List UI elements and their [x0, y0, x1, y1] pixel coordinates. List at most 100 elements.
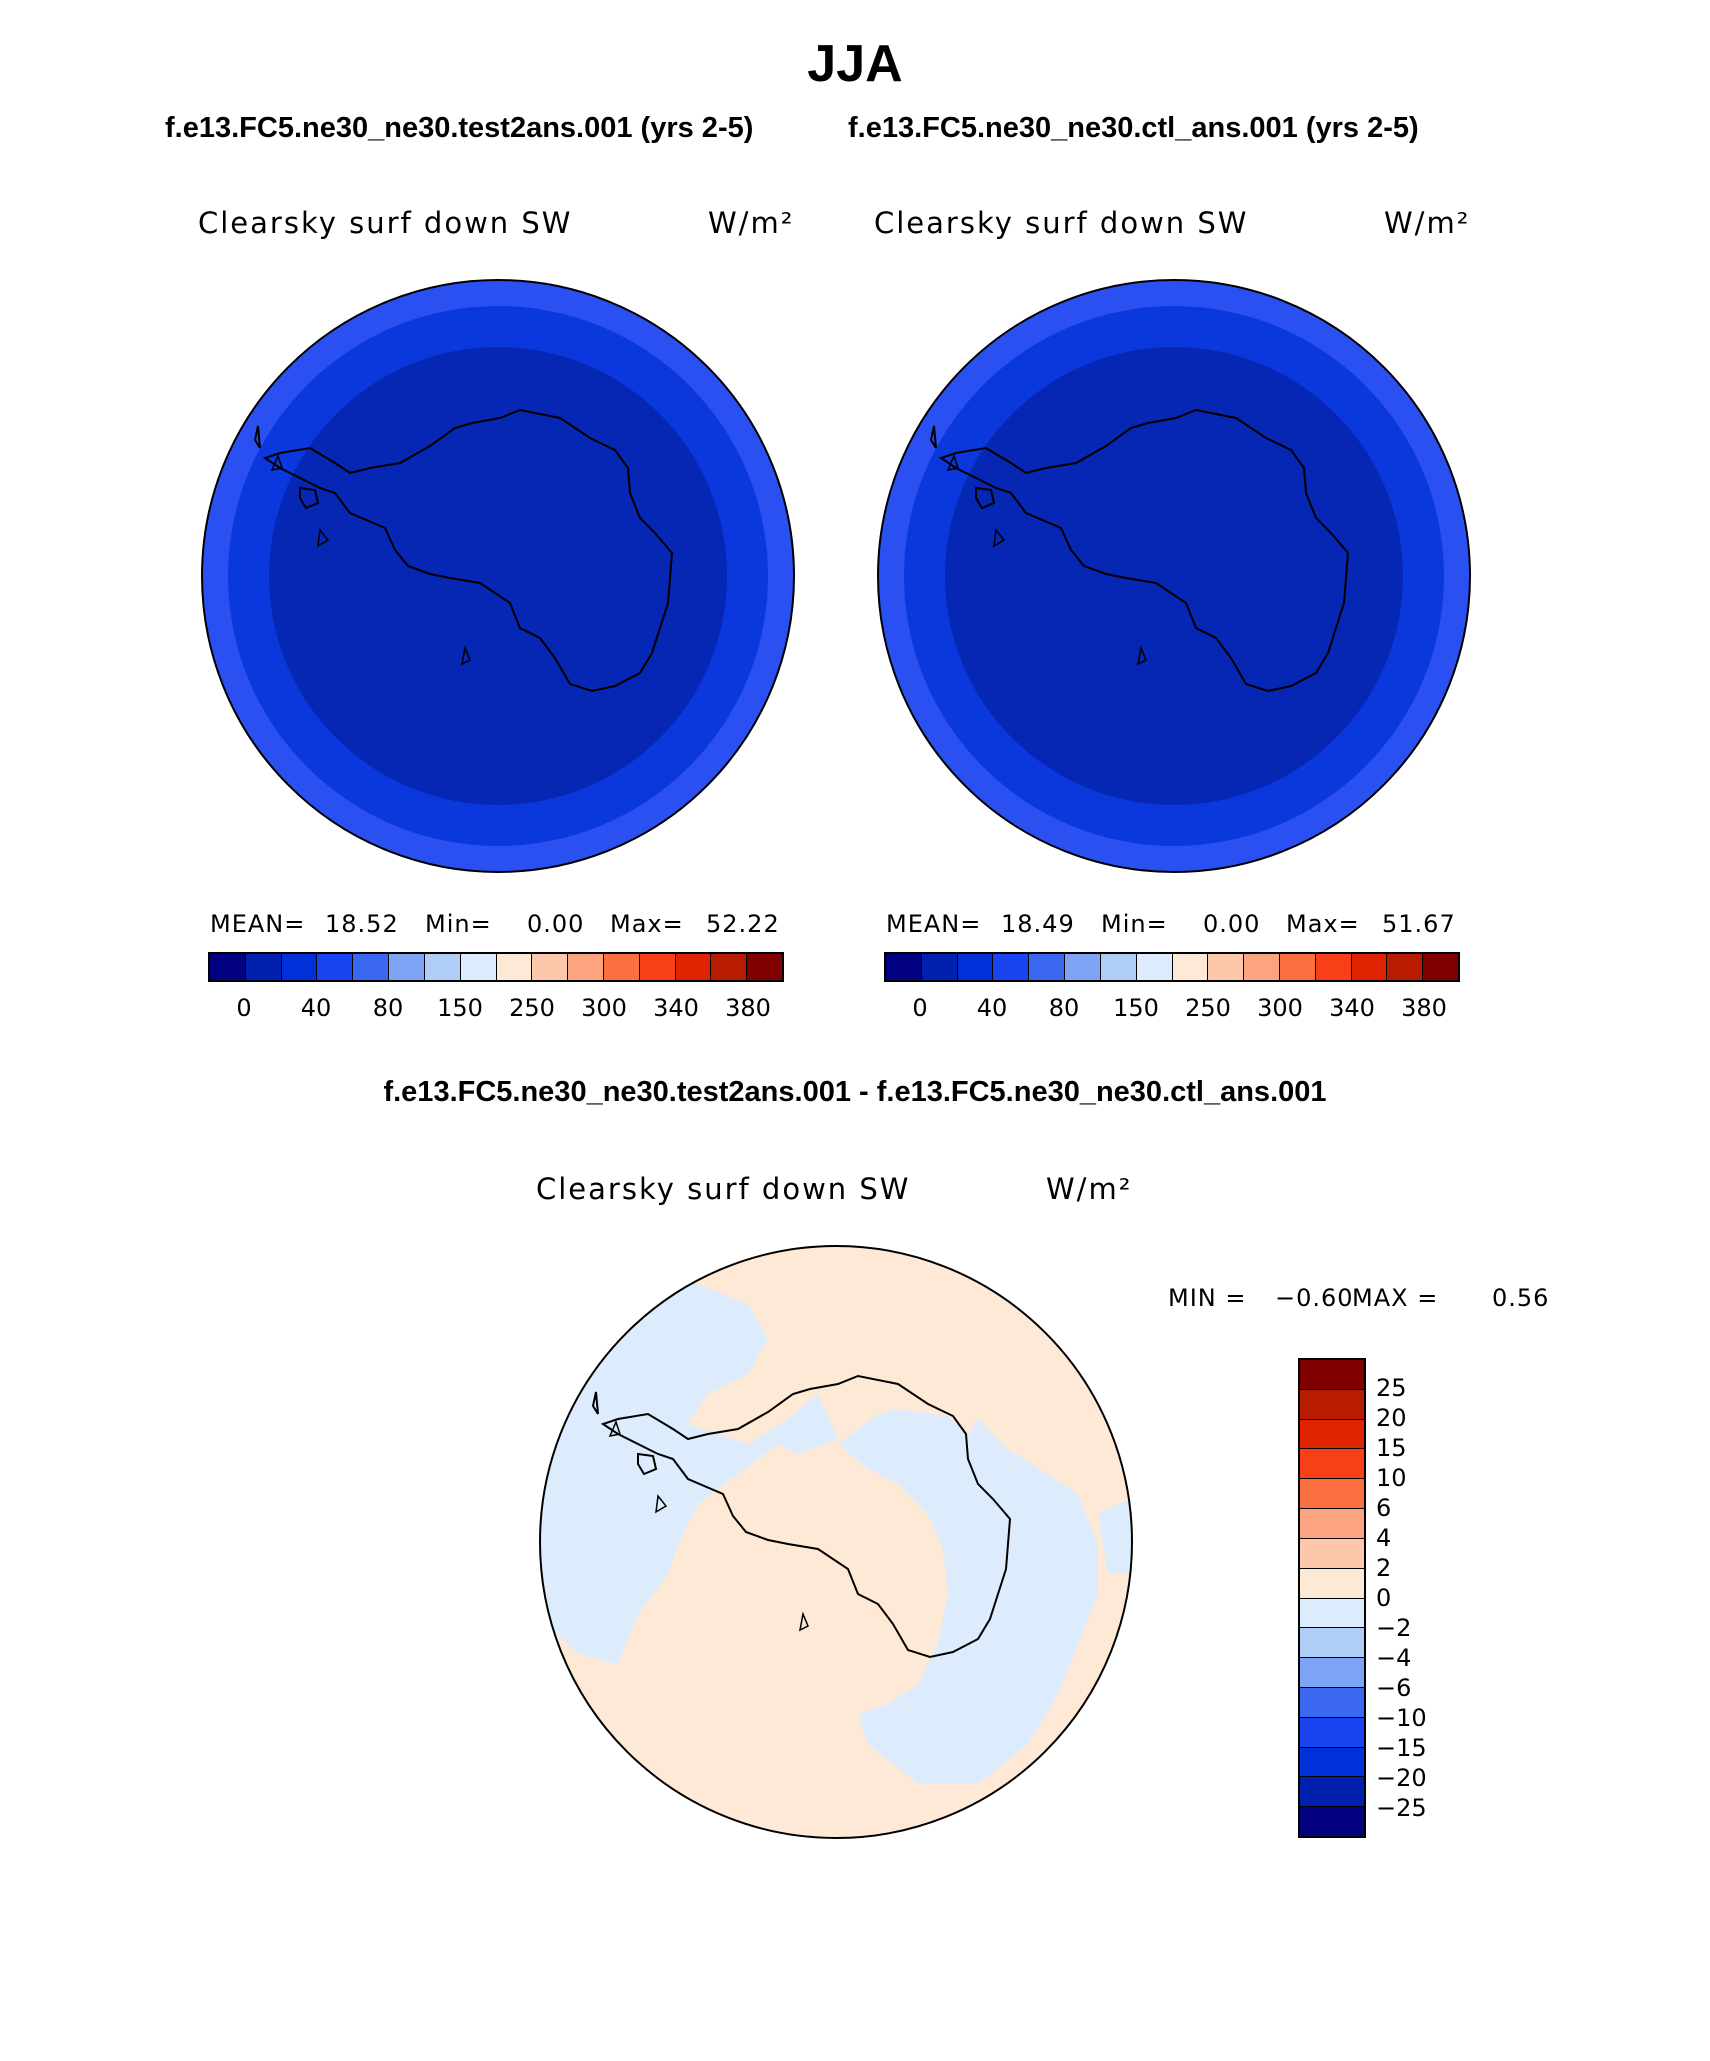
diff-colorbar-swatch: [1300, 1628, 1364, 1659]
test-colorbar-tick-label: 80: [372, 994, 404, 1022]
diff-colorbar-tick-label: −20: [1376, 1764, 1427, 1792]
ctl-colorbar-tick-label: 340: [1329, 994, 1375, 1022]
test-colorbar-swatch: [496, 954, 533, 980]
diff-negative-region-east: [838, 1409, 1098, 1784]
test-colorbar-tick-label: 0: [236, 994, 252, 1022]
test-colorbar-swatch: [711, 954, 748, 980]
diff-colorbar-tick-label: −2: [1376, 1614, 1412, 1642]
ctl-colorbar-swatch: [1136, 954, 1173, 980]
diff-colorbar-swatch: [1300, 1687, 1364, 1718]
test-mean-label: MEAN=: [210, 910, 306, 938]
diff-colorbar-tick-label: −10: [1376, 1704, 1427, 1732]
diff-colorbar-swatch: [1300, 1538, 1364, 1569]
diff-colorbar-swatch: [1300, 1717, 1364, 1748]
page-title: JJA: [807, 35, 903, 93]
diff-units-label: W/m²: [1046, 1172, 1133, 1206]
diff-colorbar-swatch: [1300, 1419, 1364, 1450]
ctl-min-label: Min=: [1101, 910, 1168, 938]
diff-colorbar-swatch: [1300, 1568, 1364, 1599]
diff-colorbar-tick-label: 6: [1376, 1494, 1392, 1522]
diff-colorbar-swatch: [1300, 1360, 1364, 1390]
ctl-field-label: Clearsky surf down SW: [874, 206, 1249, 240]
diff-antarctica-outline: [600, 1374, 1012, 1659]
diff-colorbar-tick-label: −25: [1376, 1794, 1427, 1822]
ctl-colorbar-tick-label: 0: [912, 994, 928, 1022]
test-max-label: Max=: [610, 910, 684, 938]
ctl-colorbar-swatch: [1351, 954, 1388, 980]
test-colorbar-swatch: [317, 954, 354, 980]
diff-colorbar-tick-label: 25: [1376, 1374, 1407, 1402]
diff-colorbar: [1298, 1358, 1366, 1838]
ctl-colorbar-tick-label: 300: [1257, 994, 1303, 1022]
test-polar-map: [201, 279, 795, 873]
test-colorbar-swatch: [568, 954, 604, 980]
ctl-colorbar-swatch: [957, 954, 994, 980]
diff-colorbar-swatch: [1300, 1747, 1364, 1778]
ctl-colorbar-swatch: [1423, 954, 1458, 980]
test-mean-value: 18.52: [325, 910, 399, 938]
ctl-colorbar-tick-label: 80: [1048, 994, 1080, 1022]
test-colorbar-tick-label: 40: [300, 994, 332, 1022]
diff-max-value: 0.56: [1492, 1284, 1550, 1312]
ctl-mean-label: MEAN=: [886, 910, 982, 938]
test-colorbar-tick-label: 380: [725, 994, 771, 1022]
diff-negative-region-southwest: [540, 1704, 608, 1804]
diff-colorbar-tick-label: −15: [1376, 1734, 1427, 1762]
ctl-colorbar-swatch: [1208, 954, 1245, 980]
test-max-value: 52.22: [706, 910, 780, 938]
ctl-colorbar-tick-label: 380: [1401, 994, 1447, 1022]
ctl-colorbar-tick-label: 40: [976, 994, 1008, 1022]
test-colorbar-swatch: [460, 954, 497, 980]
test-colorbar-tick-label: 300: [581, 994, 627, 1022]
ctl-units-label: W/m²: [1384, 206, 1471, 240]
test-antarctica-outline: [262, 408, 674, 693]
diff-max-label: MAX =: [1352, 1284, 1439, 1312]
test-colorbar-swatch: [389, 954, 425, 980]
test-colorbar-swatch: [639, 954, 676, 980]
ctl-colorbar-swatch: [1387, 954, 1424, 980]
ctl-antarctica-outline: [938, 408, 1350, 693]
diff-colorbar-tick-label: 0: [1376, 1584, 1392, 1612]
test-colorbar-tick-label: 250: [509, 994, 555, 1022]
test-colorbar-tick-label: 150: [437, 994, 483, 1022]
diff-field-label: Clearsky surf down SW: [536, 1172, 911, 1206]
ctl-colorbar-swatch: [1315, 954, 1352, 980]
ctl-colorbar-swatch: [993, 954, 1030, 980]
diff-negative-region-west: [540, 1284, 838, 1664]
diff-colorbar-swatch: [1300, 1479, 1364, 1510]
ctl-colorbar-swatch: [1029, 954, 1066, 980]
ctl-polar-map: [877, 279, 1471, 873]
diff-title: f.e13.FC5.ne30_ne30.test2ans.001 - f.e13…: [383, 1076, 1327, 1108]
ctl-colorbar-swatch: [1279, 954, 1316, 980]
ctl-max-value: 51.67: [1382, 910, 1456, 938]
diff-colorbar-tick-label: −6: [1376, 1674, 1412, 1702]
diff-colorbar-swatch: [1300, 1509, 1364, 1539]
ctl-colorbar-swatch: [1172, 954, 1209, 980]
diff-colorbar-swatch: [1300, 1389, 1364, 1420]
test-colorbar-swatch: [245, 954, 282, 980]
ctl-colorbar-swatch: [921, 954, 958, 980]
ctl-colorbar-swatch: [1065, 954, 1101, 980]
diff-min-value: −0.60: [1275, 1284, 1354, 1312]
diff-colorbar-tick-label: 4: [1376, 1524, 1392, 1552]
test-colorbar-swatch: [281, 954, 318, 980]
ctl-colorbar: [884, 952, 1460, 982]
test-min-value: 0.00: [527, 910, 585, 938]
diff-colorbar-tick-label: 2: [1376, 1554, 1392, 1582]
diff-colorbar-tick-label: 15: [1376, 1434, 1407, 1462]
diff-colorbar-swatch: [1300, 1807, 1364, 1836]
test-colorbar-swatch: [747, 954, 782, 980]
test-colorbar-tick-label: 340: [653, 994, 699, 1022]
ctl-mean-value: 18.49: [1001, 910, 1075, 938]
ctl-map-inner: [945, 347, 1403, 805]
diff-colorbar-tick-label: 10: [1376, 1464, 1407, 1492]
test-field-label: Clearsky surf down SW: [198, 206, 573, 240]
diff-polar-map: [539, 1245, 1133, 1839]
test-min-label: Min=: [425, 910, 492, 938]
ctl-min-value: 0.00: [1203, 910, 1261, 938]
test-case-title: f.e13.FC5.ne30_ne30.test2ans.001 (yrs 2-…: [165, 112, 754, 144]
test-colorbar-swatch: [675, 954, 712, 980]
diff-colorbar-swatch: [1300, 1449, 1364, 1480]
diff-colorbar-tick-label: −4: [1376, 1644, 1412, 1672]
test-colorbar: [208, 952, 784, 982]
